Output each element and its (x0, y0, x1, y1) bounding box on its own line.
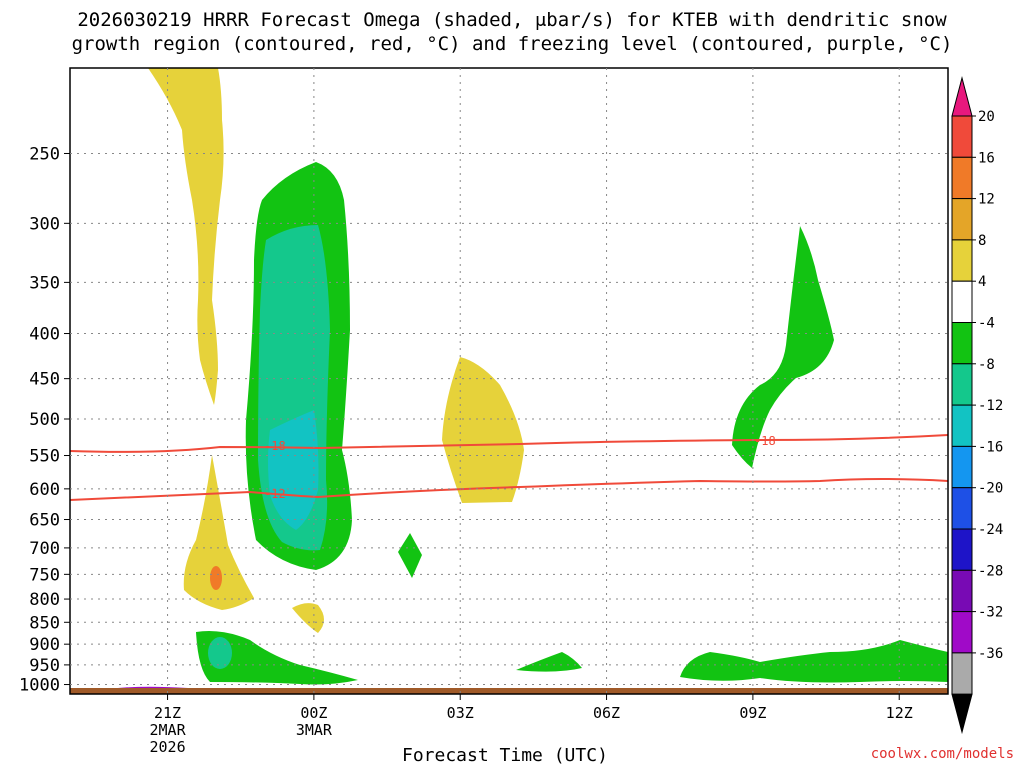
colorbar-swatch (951, 198, 973, 241)
colorbar-label: 16 (978, 150, 995, 166)
colorbar-swatch (951, 445, 973, 489)
colorbar-swatch (951, 280, 973, 324)
y-tick-label: 300 (29, 214, 60, 234)
colorbar-label: -24 (978, 522, 1003, 538)
x-tick-label: 12Z (886, 704, 913, 722)
colorbar-label: -28 (978, 563, 1003, 579)
y-tick-label: 450 (29, 370, 60, 390)
x-axis-title: Forecast Time (UTC) (402, 745, 608, 766)
y-axis: 2503003504004505005506006507007508008509… (19, 144, 70, 696)
colorbar-label: 20 (978, 109, 995, 125)
x-tick-year-label: 2026 (149, 738, 185, 756)
colorbar-label: -16 (978, 439, 1003, 455)
y-tick-label: 350 (29, 273, 60, 293)
chart-title-line-1: 2026030219 HRRR Forecast Omega (shaded, … (77, 9, 947, 31)
x-tick-label: 21Z (154, 704, 181, 722)
plot-frame (69, 67, 949, 695)
x-tick-label: 03Z (447, 704, 474, 722)
x-tick-date-label: 3MAR (296, 721, 333, 739)
y-tick-label: 250 (29, 144, 60, 164)
contour-line-minus-18 (69, 434, 949, 453)
omega-positive-area (148, 68, 224, 405)
colorbar-min-arrow (951, 693, 973, 735)
x-tick-label: 09Z (739, 704, 766, 722)
omega-negative-area (680, 640, 948, 683)
omega-negative-area (732, 226, 834, 468)
omega-negative-area (208, 637, 232, 669)
y-tick-label: 1000 (19, 676, 60, 696)
contour-label: -18 (754, 434, 776, 448)
y-tick-label: 700 (29, 539, 60, 559)
omega-positive-area (442, 357, 524, 503)
y-tick-label: 400 (29, 325, 60, 345)
colorbar-swatch (951, 239, 973, 282)
colorbar-swatch (951, 652, 973, 695)
colorbar-label: -32 (978, 605, 1003, 621)
ground-surface (70, 688, 948, 694)
colorbar-label: -4 (978, 316, 995, 332)
contour-line-minus-12 (69, 478, 949, 501)
x-tick-label: 06Z (593, 704, 620, 722)
colorbar-swatch (951, 156, 973, 200)
y-tick-label: 500 (29, 410, 60, 430)
contour-label: -18 (264, 439, 286, 453)
y-tick-label: 650 (29, 511, 60, 531)
omega-negative-area (516, 652, 582, 672)
colorbar-label: 12 (978, 192, 995, 208)
omega-negative-area (196, 631, 358, 685)
colorbar-swatch (951, 611, 973, 654)
y-tick-label: 950 (29, 656, 60, 676)
chart-title-line-2: growth region (contoured, red, °C) and f… (71, 33, 953, 55)
y-tick-label: 750 (29, 565, 60, 585)
colorbar-swatch (951, 363, 973, 406)
y-tick-label: 900 (29, 635, 60, 655)
y-tick-label: 850 (29, 613, 60, 633)
colorbar-label: 4 (978, 274, 986, 290)
colorbar-swatch (951, 528, 973, 571)
omega-positive-area (183, 455, 254, 610)
omega-negative-area (268, 410, 319, 530)
colorbar-label: 8 (978, 233, 986, 249)
colorbar-max-arrow (951, 76, 973, 117)
colorbar-swatch (951, 404, 973, 447)
colorbar-swatch (951, 115, 973, 158)
colorbar: 20 16 12 8 4 -4 -8 -12 -16 -20 -24 -28 -32 -36 (951, 76, 1003, 735)
y-tick-label: 800 (29, 590, 60, 610)
credit-link[interactable]: coolwx.com/models (870, 746, 1014, 762)
contour-label: -12 (264, 487, 286, 501)
colorbar-label: -20 (978, 481, 1003, 497)
omega-negative-area (398, 533, 422, 578)
omega-shading (107, 68, 948, 691)
x-tick-date-label: 2MAR (149, 721, 186, 739)
colorbar-label: -8 (978, 357, 995, 373)
omega-positive-area (292, 603, 324, 633)
colorbar-label: -36 (978, 646, 1003, 662)
y-tick-label: 600 (29, 480, 60, 500)
omega-max-cell (210, 566, 222, 590)
colorbar-swatch (951, 322, 973, 365)
colorbar-swatch (951, 487, 973, 530)
dendritic-contours: -18 -18 -12 (69, 434, 949, 501)
x-tick-label: 00Z (300, 704, 327, 722)
colorbar-swatch (951, 569, 973, 613)
y-tick-label: 550 (29, 447, 60, 467)
colorbar-label: -12 (978, 398, 1003, 414)
